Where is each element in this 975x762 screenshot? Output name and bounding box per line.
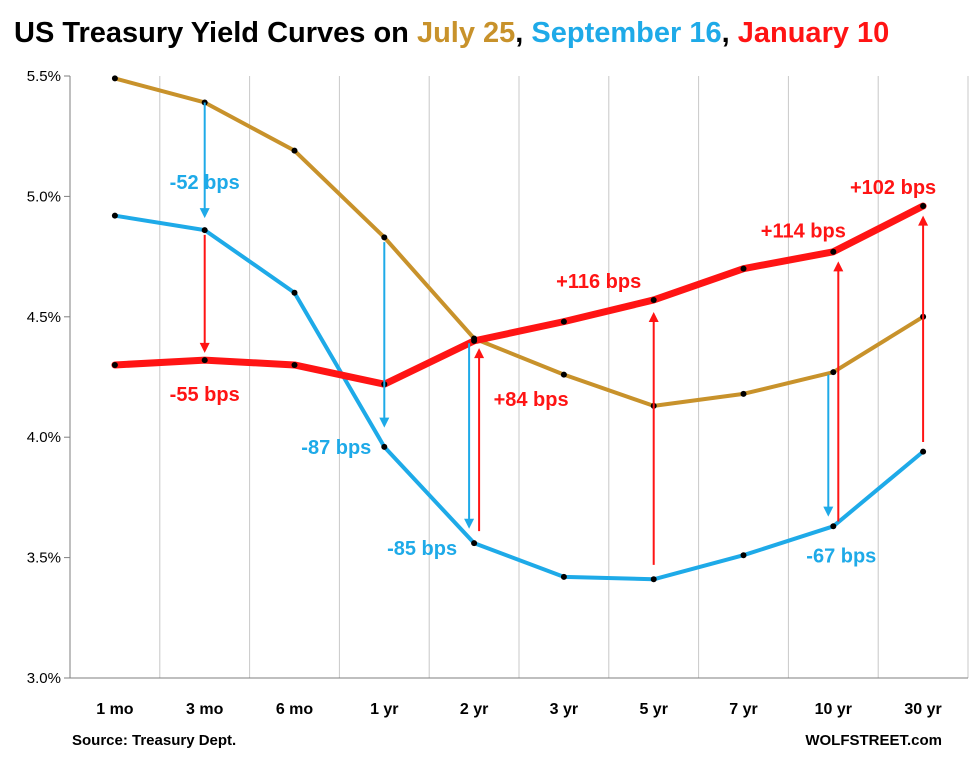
data-point bbox=[471, 337, 478, 344]
change-arrow bbox=[823, 374, 834, 517]
bps-annotation: -55 bps bbox=[170, 384, 240, 406]
data-point bbox=[291, 289, 298, 296]
data-point bbox=[920, 448, 927, 455]
data-point bbox=[650, 296, 657, 303]
data-point bbox=[560, 318, 567, 325]
change-arrow bbox=[199, 234, 210, 353]
bps-annotation: -85 bps bbox=[387, 538, 457, 560]
x-tick-label: 7 yr bbox=[729, 701, 757, 718]
data-point bbox=[830, 248, 837, 255]
x-tick-label: 1 mo bbox=[96, 701, 134, 718]
bps-annotation: +116 bps bbox=[556, 271, 641, 293]
x-tick-label: 1 yr bbox=[370, 701, 398, 718]
data-point bbox=[291, 147, 298, 154]
title-part: July 25 bbox=[417, 17, 515, 49]
data-point bbox=[830, 369, 837, 376]
data-point bbox=[111, 75, 118, 82]
y-axis: 3.0% 3.5% 4.0% 4.5% 5.0% 5.5% bbox=[27, 68, 71, 687]
data-point bbox=[111, 361, 118, 368]
chart-title: US Treasury Yield Curves on July 25, Sep… bbox=[14, 17, 889, 49]
data-point bbox=[381, 234, 388, 241]
title-part: September 16 bbox=[531, 17, 721, 49]
change-arrow bbox=[464, 343, 475, 529]
data-point bbox=[830, 523, 837, 530]
y-tick-label: 5.0% bbox=[27, 188, 61, 205]
y-tick-label: 4.0% bbox=[27, 429, 61, 446]
change-arrow bbox=[199, 102, 210, 219]
x-tick-label: 3 mo bbox=[186, 701, 224, 718]
series-group bbox=[111, 75, 927, 583]
title-part: , bbox=[722, 17, 738, 49]
data-point bbox=[740, 552, 747, 559]
x-tick-label: 2 yr bbox=[460, 701, 488, 718]
arrow-group bbox=[199, 102, 929, 565]
annotation-group: -52 bps -55 bps -87 bps -85 bps +84 bps +116 … bbox=[170, 172, 937, 567]
data-point bbox=[381, 443, 388, 450]
data-point bbox=[740, 265, 747, 272]
bps-annotation: -87 bps bbox=[301, 437, 371, 459]
data-point bbox=[201, 357, 208, 364]
source-note: Source: Treasury Dept. bbox=[72, 732, 236, 749]
data-point bbox=[560, 371, 567, 378]
data-point bbox=[560, 573, 567, 580]
credit-label: WOLFSTREET.com bbox=[805, 732, 942, 749]
data-point bbox=[920, 203, 927, 210]
change-arrow bbox=[474, 348, 485, 532]
change-arrow bbox=[648, 311, 659, 565]
data-point bbox=[291, 361, 298, 368]
bps-annotation: -67 bps bbox=[806, 545, 876, 567]
bps-annotation: +102 bps bbox=[850, 177, 936, 199]
x-tick-label: 10 yr bbox=[815, 701, 852, 718]
data-point bbox=[650, 576, 657, 583]
y-tick-label: 4.5% bbox=[27, 309, 61, 326]
x-tick-label: 30 yr bbox=[904, 701, 941, 718]
bps-annotation: +114 bps bbox=[761, 220, 846, 242]
x-tick-label: 5 yr bbox=[639, 701, 667, 718]
y-tick-label: 3.0% bbox=[27, 670, 61, 687]
x-tick-label: 3 yr bbox=[550, 701, 578, 718]
x-tick-label: 6 mo bbox=[276, 701, 314, 718]
y-tick-label: 5.5% bbox=[27, 68, 61, 85]
x-axis: 1 mo 3 mo 6 mo 1 yr 2 yr 3 yr 5 yr 7 yr 10 yr 30 … bbox=[70, 677, 968, 718]
data-point bbox=[111, 212, 118, 219]
series-line bbox=[112, 76, 926, 408]
data-point bbox=[471, 540, 478, 547]
series-line bbox=[111, 202, 927, 388]
y-tick-label: 3.5% bbox=[27, 550, 61, 567]
series-line bbox=[112, 213, 926, 582]
title-part: , bbox=[515, 17, 531, 49]
bps-annotation: -52 bps bbox=[170, 172, 240, 194]
data-point bbox=[740, 390, 747, 397]
title-part: January 10 bbox=[738, 17, 890, 49]
bps-annotation: +84 bps bbox=[494, 389, 569, 411]
change-arrow bbox=[833, 261, 844, 522]
change-arrow bbox=[379, 242, 390, 428]
data-point bbox=[201, 227, 208, 234]
grid-lines bbox=[69, 76, 969, 678]
title-part: US Treasury Yield Curves on bbox=[14, 17, 417, 49]
change-arrow bbox=[918, 215, 929, 443]
